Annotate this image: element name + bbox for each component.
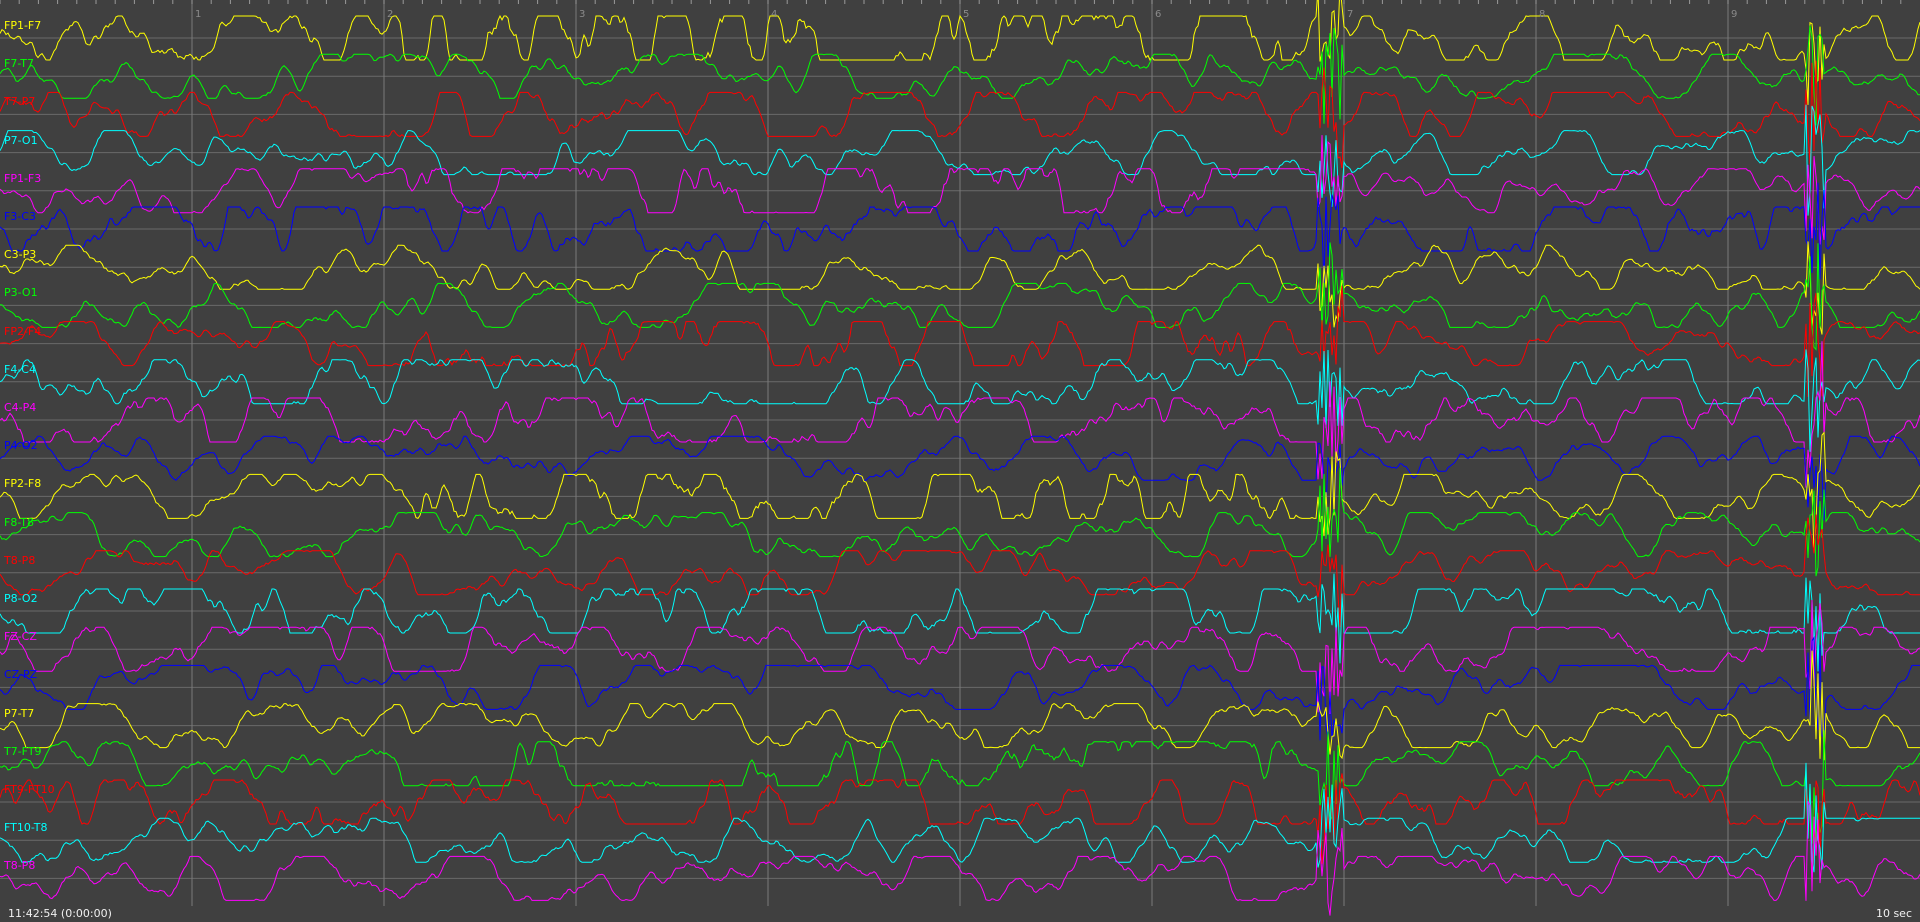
trace-fp1-f7 xyxy=(0,0,1920,105)
channel-label[interactable]: F3-C3 xyxy=(4,210,36,223)
channel-label[interactable]: P3-O1 xyxy=(4,286,38,300)
trace-t8-p8 xyxy=(0,514,1920,628)
trace-f7-t7 xyxy=(0,25,1920,126)
trace-fp2-f8 xyxy=(0,431,1920,554)
second-tick-label: 1 xyxy=(195,9,202,20)
channel-label[interactable]: C3-P3 xyxy=(4,248,37,262)
second-tick-label: 3 xyxy=(579,9,586,20)
trace-fz-cz xyxy=(0,599,1920,715)
second-tick-label: 2 xyxy=(387,9,394,20)
trace-c4-p4 xyxy=(0,341,1920,488)
channel-label[interactable]: F4-C4 xyxy=(4,362,36,376)
second-tick-label: 7 xyxy=(1347,9,1354,20)
channel-label[interactable]: FT9-FT10 xyxy=(4,783,55,796)
second-tick-label: 8 xyxy=(1539,9,1546,20)
second-tick-label: 6 xyxy=(1155,9,1162,20)
channel-label[interactable]: T8-P8 xyxy=(4,859,36,873)
trace-fp2-f4 xyxy=(0,285,1920,397)
channel-label[interactable]: T7-FT9 xyxy=(4,744,42,758)
trace-t8-p8 xyxy=(0,801,1920,916)
channel-label[interactable]: C4-P4 xyxy=(4,401,37,414)
window-length-readout: 10 sec xyxy=(1875,907,1912,920)
second-tick-label: 9 xyxy=(1731,9,1738,20)
trace-ft10-t8 xyxy=(0,762,1920,873)
channel-label[interactable]: F8-T8 xyxy=(4,515,35,529)
channel-label[interactable]: FP2-F8 xyxy=(4,477,42,491)
trace-t7-ft9 xyxy=(0,730,1920,844)
channel-label[interactable]: FP1-F7 xyxy=(4,19,42,32)
channel-label[interactable]: P4-O2 xyxy=(4,439,38,453)
trace-cz-pz xyxy=(0,635,1920,741)
trace-p7-t7 xyxy=(0,650,1920,761)
channel-label[interactable]: P7-O1 xyxy=(4,133,38,147)
trace-p7-o1 xyxy=(0,104,1920,216)
channel-label[interactable]: F7-T7 xyxy=(4,57,35,71)
trace-f3-c3 xyxy=(0,182,1920,285)
channel-label[interactable]: FZ-CZ xyxy=(4,630,37,644)
second-tick-label: 4 xyxy=(771,9,778,20)
trace-c3-p3 xyxy=(0,241,1920,335)
channel-label[interactable]: P8-O2 xyxy=(4,592,38,605)
timestamp-readout: 11:42:54 (0:00:00) xyxy=(8,907,112,920)
channel-label[interactable]: T8-P8 xyxy=(4,553,36,567)
trace-t7-p7 xyxy=(0,60,1920,169)
trace-p4-o2 xyxy=(0,435,1920,521)
channel-label[interactable]: FT10-T8 xyxy=(4,821,48,835)
trace-f8-t8 xyxy=(0,467,1920,577)
trace-ft9-ft10 xyxy=(0,773,1920,875)
channel-label[interactable]: FP2-F4 xyxy=(4,324,42,338)
channel-label[interactable]: T7-P7 xyxy=(4,95,36,109)
channel-label[interactable]: CZ-PZ xyxy=(4,668,38,682)
second-tick-label: 5 xyxy=(963,9,970,20)
trace-fp1-f3 xyxy=(0,135,1920,245)
trace-f4-c4 xyxy=(0,349,1920,452)
channel-label[interactable]: FP1-F3 xyxy=(4,171,42,185)
channel-label[interactable]: P7-T7 xyxy=(4,706,35,720)
